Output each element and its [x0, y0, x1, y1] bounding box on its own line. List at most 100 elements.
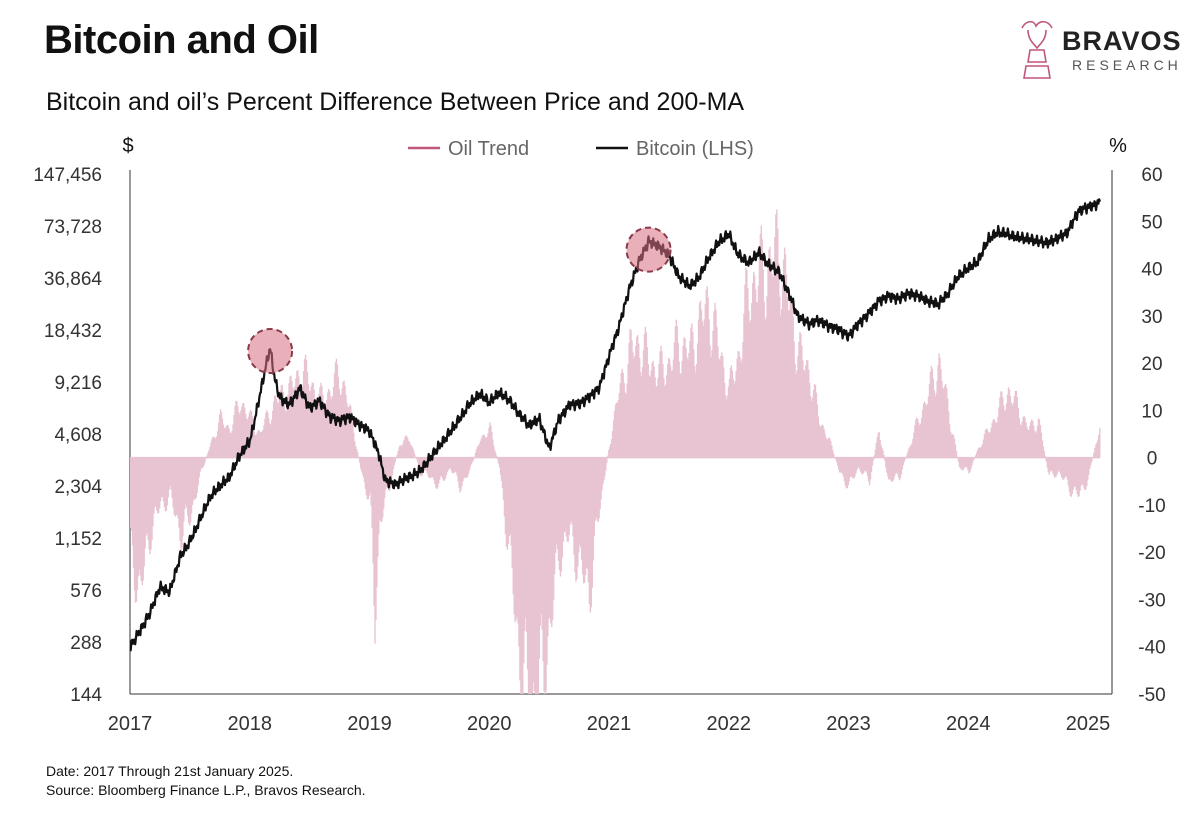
oil-bar: [150, 457, 152, 550]
right-tick-label: -40: [1138, 638, 1165, 659]
oil-bar: [602, 457, 604, 485]
oil-bar: [583, 457, 586, 583]
oil-bar: [917, 419, 919, 458]
oil-bar: [856, 457, 858, 471]
oil-bar: [1069, 457, 1072, 497]
oil-bar: [946, 398, 949, 458]
oil-bar: [893, 457, 896, 477]
oil-bar: [728, 378, 731, 458]
oil-bar: [841, 457, 844, 474]
oil-bar: [355, 446, 357, 458]
right-axis-unit: %: [1109, 135, 1127, 157]
oil-bar: [843, 457, 846, 482]
oil-bar: [1003, 405, 1005, 458]
oil-bar: [244, 407, 246, 458]
oil-bar: [336, 364, 339, 458]
oil-bar: [624, 392, 626, 458]
oil-bar: [769, 246, 771, 458]
oil-bar: [720, 355, 722, 458]
oil-bar: [1048, 457, 1050, 475]
oil-bar: [705, 289, 707, 458]
oil-bar: [136, 457, 139, 590]
oil-bar: [359, 457, 362, 469]
oil-bar: [143, 457, 145, 567]
oil-bar: [446, 457, 449, 472]
oil-bar: [1090, 457, 1092, 466]
oil-bar: [202, 457, 204, 468]
oil-bar: [952, 435, 955, 458]
oil-bar: [459, 457, 461, 493]
oil-bar: [485, 437, 487, 458]
oil-bar: [870, 457, 873, 473]
oil-bar: [1032, 420, 1034, 458]
oil-bar: [730, 365, 733, 458]
oil-bar: [156, 457, 158, 511]
oil-bar: [469, 457, 472, 467]
oil-bar: [544, 457, 546, 694]
oil-bar: [1083, 457, 1085, 488]
oil-bar: [774, 236, 776, 458]
oil-bar: [1088, 457, 1090, 476]
oil-bar: [444, 457, 447, 479]
oil-bar: [873, 455, 876, 458]
oil-bar: [780, 308, 783, 458]
oil-bar: [358, 457, 361, 463]
oil-bar: [666, 364, 669, 458]
x-tick-label: 2023: [826, 713, 871, 735]
oil-bar: [564, 457, 567, 532]
oil-bar: [948, 423, 951, 458]
oil-bar: [1060, 457, 1062, 475]
oil-bar: [994, 421, 996, 458]
oil-bar: [678, 361, 680, 458]
oil-bar: [381, 457, 383, 522]
oil-bar: [1099, 428, 1101, 458]
oil-bar: [650, 370, 652, 458]
oil-bar: [228, 428, 230, 458]
oil-bar: [790, 294, 792, 458]
oil-bar: [1042, 446, 1045, 458]
oil-bar: [552, 457, 554, 620]
oil-bar: [400, 445, 402, 458]
oil-bar: [186, 457, 188, 508]
oil-bar: [784, 254, 787, 458]
oil-bar: [291, 381, 293, 458]
oil-bar: [906, 453, 908, 458]
oil-bar: [725, 399, 728, 458]
peak-highlight-circle: [247, 328, 294, 375]
oil-bar: [849, 457, 851, 478]
oil-bar: [927, 396, 930, 458]
oil-bar: [712, 330, 714, 458]
oil-bar: [964, 457, 966, 468]
oil-bar: [301, 385, 304, 458]
oil-bar: [660, 345, 662, 458]
oil-bar: [398, 447, 400, 458]
oil-bar: [702, 326, 705, 458]
oil-bar: [152, 457, 154, 527]
oil-bar: [991, 422, 993, 458]
oil-bar: [1073, 457, 1075, 487]
oil-bar: [1035, 431, 1038, 458]
oil-bar: [243, 403, 245, 458]
oil-bar: [506, 457, 509, 550]
chart-subtitle: Bitcoin and oil’s Percent Difference Bet…: [46, 88, 745, 116]
oil-bar: [447, 457, 450, 470]
legend-bitcoin-label: Bitcoin (LHS): [636, 138, 754, 160]
oil-bar: [410, 444, 412, 458]
oil-bar: [289, 376, 291, 458]
oil-bar: [1022, 417, 1024, 458]
oil-bar: [798, 341, 800, 458]
oil-bar: [940, 369, 942, 458]
oil-bar: [220, 412, 223, 458]
oil-bar: [827, 439, 829, 458]
oil-bar: [557, 457, 560, 561]
oil-bar: [394, 457, 397, 462]
oil-bar: [230, 433, 232, 458]
oil-bar: [1096, 442, 1098, 458]
oil-bar: [464, 457, 466, 478]
oil-bar: [176, 457, 178, 515]
oil-bar: [872, 457, 875, 461]
oil-bar: [1082, 457, 1084, 485]
right-tick-label: 30: [1141, 307, 1162, 328]
oil-bar: [599, 457, 601, 510]
left-tick-label: 73,728: [44, 217, 102, 238]
